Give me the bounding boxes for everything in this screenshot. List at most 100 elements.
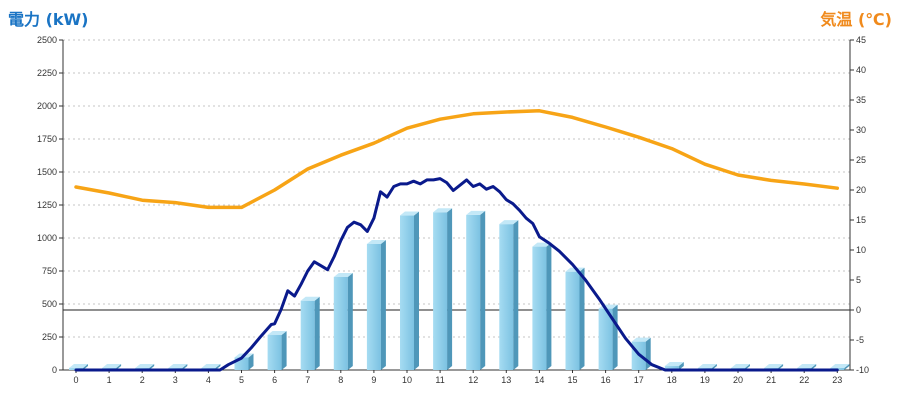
- right-tick-label: 0: [856, 305, 861, 315]
- bar-top: [135, 364, 155, 369]
- left-tick-label: 250: [42, 332, 57, 342]
- tick-labels: 02505007501000125015001750200022502500-1…: [37, 35, 869, 385]
- bar-top: [499, 220, 519, 225]
- power-bar: [333, 272, 353, 370]
- x-tick-label: 5: [239, 375, 244, 385]
- bar-top: [664, 362, 684, 367]
- x-tick-label: 14: [534, 375, 544, 385]
- left-tick-label: 2250: [37, 68, 57, 78]
- x-tick-label: 21: [766, 375, 776, 385]
- x-tick-label: 11: [435, 375, 444, 385]
- x-tick-label: 18: [667, 375, 677, 385]
- power-bar: [366, 239, 386, 370]
- x-tick-label: 22: [799, 375, 809, 385]
- grid-lines: [63, 39, 850, 338]
- left-tick-label: 1750: [37, 134, 57, 144]
- x-tick-label: 2: [140, 375, 145, 385]
- bar-side: [645, 337, 651, 370]
- bar-top: [201, 364, 221, 369]
- right-tick-label: 5: [856, 275, 861, 285]
- bar-front: [664, 366, 679, 370]
- power-bar: [664, 362, 684, 370]
- left-tick-label: 750: [42, 266, 57, 276]
- bar-front: [267, 335, 282, 370]
- bar-top: [400, 211, 419, 216]
- bar-top: [532, 242, 552, 247]
- bar-front: [565, 271, 580, 370]
- right-tick-label: 45: [856, 35, 866, 45]
- x-tick-label: 10: [402, 375, 412, 385]
- series-lines: [74, 109, 840, 372]
- bar-top: [69, 364, 88, 369]
- right-tick-label: 30: [856, 125, 866, 135]
- bar-side: [513, 220, 519, 370]
- bar-front: [366, 243, 381, 370]
- left-tick-label: 1250: [37, 200, 57, 210]
- x-tick-label: 3: [173, 375, 178, 385]
- left-tick-label: 0: [52, 365, 57, 375]
- right-tick-label: 35: [856, 95, 866, 105]
- bar-side: [480, 210, 486, 370]
- bar-top: [366, 239, 386, 244]
- right-tick-label: -5: [856, 335, 864, 345]
- right-tick-label: 20: [856, 185, 866, 195]
- right-tick-label: 15: [856, 215, 866, 225]
- bar-front: [499, 224, 514, 370]
- bar-top: [731, 364, 750, 369]
- power-bar: [267, 331, 287, 370]
- bar-top: [764, 364, 784, 369]
- bar-top: [830, 364, 850, 369]
- bar-top: [433, 208, 453, 213]
- left-tick-label: 1500: [37, 167, 57, 177]
- x-tick-label: 9: [371, 375, 376, 385]
- x-tick-label: 0: [73, 375, 78, 385]
- power-bars: [69, 208, 850, 370]
- temperature-line: [74, 109, 840, 210]
- bar-side: [314, 296, 320, 370]
- x-tick-label: 19: [700, 375, 710, 385]
- x-tick-label: 13: [501, 375, 511, 385]
- bar-front: [466, 214, 481, 370]
- right-tick-label: 25: [856, 155, 866, 165]
- x-tick-label: 15: [567, 375, 577, 385]
- x-tick-label: 12: [468, 375, 478, 385]
- bar-side: [380, 239, 386, 370]
- x-tick-label: 1: [107, 375, 112, 385]
- left-tick-label: 2000: [37, 101, 57, 111]
- x-tick-label: 17: [634, 375, 644, 385]
- bar-top: [168, 364, 188, 369]
- bar-front: [300, 300, 315, 370]
- x-tick-label: 4: [206, 375, 211, 385]
- bar-top: [697, 364, 717, 369]
- bar-top: [300, 296, 320, 301]
- right-axis-title: 気温 (℃): [820, 10, 892, 29]
- bar-top: [466, 210, 486, 215]
- bar-front: [400, 215, 414, 370]
- power-bar: [400, 211, 419, 370]
- bar-top: [797, 364, 817, 369]
- bar-side: [678, 362, 684, 370]
- power-line: [74, 177, 839, 372]
- power-bar: [466, 210, 486, 370]
- right-tick-label: 10: [856, 245, 866, 255]
- x-tick-label: 8: [338, 375, 343, 385]
- power-bar: [433, 208, 453, 370]
- bar-side: [447, 208, 453, 370]
- bar-top: [333, 272, 353, 277]
- bar-top: [631, 337, 651, 342]
- right-tick-label: -10: [856, 365, 869, 375]
- x-tick-label: 23: [832, 375, 842, 385]
- bar-side: [414, 211, 419, 370]
- power-bar: [532, 242, 552, 370]
- bar-front: [333, 276, 348, 370]
- x-tick-label: 6: [272, 375, 277, 385]
- left-tick-label: 1000: [37, 233, 57, 243]
- right-tick-label: 40: [856, 65, 866, 75]
- x-tick-label: 7: [305, 375, 310, 385]
- axes: [59, 39, 854, 373]
- bar-side: [248, 353, 254, 370]
- power-bar: [565, 267, 585, 370]
- bar-top: [267, 331, 287, 336]
- bar-top: [102, 364, 122, 369]
